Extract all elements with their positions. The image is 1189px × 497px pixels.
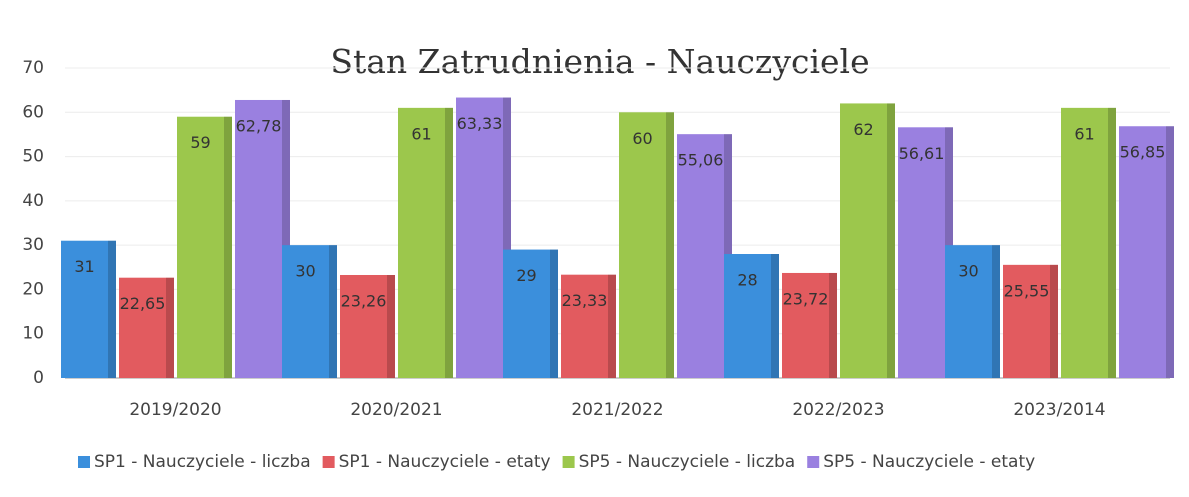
bar-shade (550, 249, 558, 378)
legend-label: SP5 - Nauczyciele - liczba (579, 452, 796, 472)
data-label: 59 (190, 133, 210, 152)
bar-shade (387, 274, 395, 378)
y-tick-label: 0 (33, 368, 44, 388)
bar-shade (445, 107, 453, 378)
legend-marker (322, 456, 335, 468)
bar (677, 134, 732, 378)
bar (619, 112, 674, 379)
data-label: 62,78 (236, 116, 282, 135)
data-label: 31 (74, 257, 94, 276)
y-tick-label: 20 (22, 279, 44, 299)
x-tick-label: 2023/2014 (1013, 400, 1105, 420)
data-label: 30 (958, 262, 978, 281)
data-label: 56,85 (1120, 143, 1166, 162)
legend-label: SP1 - Nauczyciele - etaty (339, 452, 551, 472)
x-tick-label: 2022/2023 (792, 400, 884, 420)
bar-shade (224, 116, 232, 378)
bar-shade (608, 274, 616, 378)
data-label: 63,33 (457, 114, 503, 133)
y-tick-label: 30 (22, 235, 44, 255)
bar (235, 99, 290, 378)
chart-title: Stan Zatrudnienia - Nauczyciele (330, 42, 869, 81)
data-label: 29 (516, 266, 536, 285)
data-label: 28 (737, 271, 757, 290)
data-label: 23,33 (562, 291, 608, 310)
bar (1061, 107, 1116, 378)
legend-marker (78, 456, 90, 468)
bar-shade (503, 97, 511, 378)
bar (61, 240, 116, 378)
data-label: 23,26 (341, 291, 387, 310)
bar-shade (1166, 126, 1174, 378)
bar (282, 245, 337, 378)
bar-shade (166, 277, 174, 378)
x-tick-label: 2019/2020 (129, 400, 221, 420)
bar-shade (282, 99, 290, 378)
legend-marker (562, 456, 575, 468)
bar (177, 116, 232, 378)
data-label: 61 (411, 124, 431, 143)
bar (898, 127, 953, 378)
bar (561, 274, 616, 378)
bar-shade (771, 254, 779, 378)
bar-shade (108, 240, 116, 378)
bar (945, 245, 1000, 378)
bar-shade (829, 272, 837, 378)
legend-label: SP5 - Nauczyciele - etaty (823, 452, 1035, 472)
bar (119, 277, 174, 378)
bar (456, 97, 511, 378)
bar (1119, 126, 1174, 378)
bar (340, 274, 395, 378)
y-tick-label: 60 (22, 102, 44, 122)
y-tick-label: 10 (22, 324, 44, 344)
bar-shade (992, 245, 1000, 378)
bar (503, 249, 558, 378)
bar-shade (666, 112, 674, 379)
bar (724, 254, 779, 378)
data-label: 60 (632, 129, 652, 148)
data-label: 23,72 (783, 289, 829, 308)
y-tick-label: 50 (22, 147, 44, 167)
bar-shade (1050, 264, 1058, 378)
y-tick-label: 70 (22, 58, 44, 78)
data-label: 61 (1074, 124, 1094, 143)
data-label: 62 (853, 120, 873, 139)
data-label: 22,65 (120, 294, 166, 313)
bar (1003, 264, 1058, 378)
data-label: 55,06 (678, 151, 724, 170)
legend-label: SP1 - Nauczyciele - liczba (94, 452, 311, 472)
data-label: 56,61 (899, 144, 945, 163)
bar (398, 107, 453, 378)
bar-shade (887, 103, 895, 378)
bar (840, 103, 895, 378)
bar-shade (329, 245, 337, 378)
legend-marker (807, 456, 820, 468)
bar (782, 272, 837, 378)
x-tick-label: 2021/2022 (571, 400, 663, 420)
y-tick-label: 40 (22, 191, 44, 211)
x-tick-label: 2020/2021 (350, 400, 442, 420)
bar-shade (1108, 107, 1116, 378)
data-label: 25,55 (1004, 281, 1050, 300)
data-label: 30 (295, 262, 315, 281)
